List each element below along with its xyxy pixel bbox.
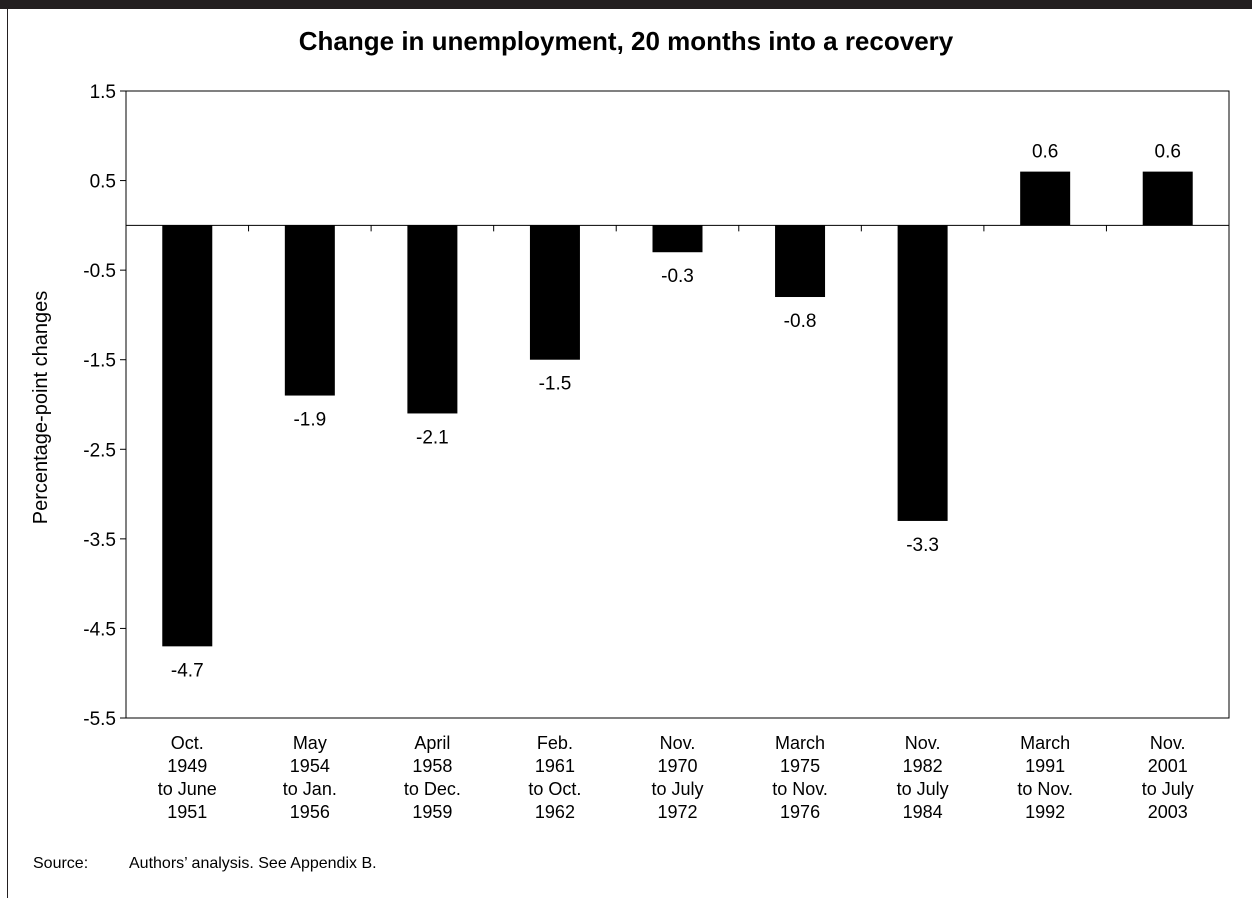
category-label-line: 1951 [167,802,207,822]
category-label-line: to Oct. [528,779,581,799]
category-label-line: Oct. [171,733,204,753]
category-label: March 1975 to Nov. 1976 [772,733,828,822]
bar [897,225,948,521]
category-label: March 1991 to Nov. 1992 [1017,733,1073,822]
y-tick-label: -1.5 [83,351,116,372]
data-label: -1.5 [539,374,572,395]
data-label: -0.3 [661,266,694,287]
category-label-line: Nov. [660,733,696,753]
category-label: Nov. 1982 to July 1984 [897,733,949,822]
data-label: 0.6 [1032,142,1058,163]
category-label-line: to July [651,779,703,799]
left-rule [7,9,8,898]
category-label-line: Nov. [1150,733,1186,753]
chart-title: Change in unemployment, 20 months into a… [298,26,954,56]
bar [652,225,703,253]
y-tick-label: -4.5 [83,619,116,640]
category-label-line: to July [1142,779,1194,799]
category-label-line: 1982 [903,756,943,776]
category-label-line: to Nov. [1017,779,1073,799]
y-tick-label: 1.5 [90,82,116,103]
source-note: Source: Authors’ analysis. See Appendix B… [33,855,377,873]
category-label-line: to July [897,779,949,799]
category-label: Nov. 1970 to July 1972 [651,733,703,822]
bars [162,171,1193,647]
y-tick-label: -5.5 [83,709,116,730]
top-rule [0,0,1252,9]
data-label: -0.8 [784,311,817,332]
category-label: Nov. 2001 to July 2003 [1142,733,1194,822]
category-label-line: 1970 [657,756,697,776]
category-label: Oct. 1949 to June 1951 [158,733,217,822]
category-label-line: 1958 [412,756,452,776]
category-label-line: 1954 [290,756,330,776]
y-tick-label: -3.5 [83,530,116,551]
category-label-line: 1992 [1025,802,1065,822]
category-label-line: Feb. [537,733,573,753]
category-label: May 1954 to Jan. 1956 [283,733,337,822]
category-label-line: April [414,733,450,753]
category-label-line: 1972 [657,802,697,822]
data-label: -2.1 [416,427,449,448]
category-label-line: 1962 [535,802,575,822]
category-label-line: 1956 [290,802,330,822]
category-label-line: 2001 [1148,756,1188,776]
data-labels: -4.7 -1.9 -2.1 -1.5 -0.3 -0.8 -3.3 0.6 0.6 [171,142,1181,682]
category-label-line: to Nov. [772,779,828,799]
data-label: 0.6 [1155,142,1181,163]
y-axis-label: Percentage-point changes [30,291,52,525]
category-label-line: 1949 [167,756,207,776]
category-label-line: 1959 [412,802,452,822]
data-label: -1.9 [293,410,326,431]
bar [284,225,335,396]
category-label-line: Nov. [905,733,941,753]
bar [529,225,580,360]
bar [1020,171,1071,226]
category-label-line: to June [158,779,217,799]
bar [775,225,826,298]
category-label-line: 1975 [780,756,820,776]
category-label-line: May [293,733,327,753]
category-label-line: March [1020,733,1070,753]
source-text: Authors’ analysis. See Appendix B. [129,855,377,872]
category-label-line: 1976 [780,802,820,822]
category-label-line: 1991 [1025,756,1065,776]
category-label-line: to Jan. [283,779,337,799]
bar [162,225,213,647]
category-label-line: 2003 [1148,802,1188,822]
plot-frame [125,90,1230,719]
category-label-line: 1961 [535,756,575,776]
category-label: April 1958 to Dec. 1959 [404,733,461,822]
y-tick-label: 0.5 [90,172,116,193]
x-axis-categories: Oct. 1949 to June 1951 May 1954 to Jan. 1956 Apr… [158,733,1194,822]
category-label-line: March [775,733,825,753]
y-axis: 1.5 0.5 -0.5 -1.5 -2.5 -3.5 -4.5 -5.5 [83,82,126,730]
bar [407,225,458,414]
category-label: Feb. 1961 to Oct. 1962 [528,733,581,822]
category-label-line: 1984 [903,802,943,822]
data-label: -3.3 [906,535,939,556]
bar [1142,171,1193,226]
category-label-line: to Dec. [404,779,461,799]
data-label: -4.7 [171,660,204,681]
y-tick-label: -0.5 [83,261,116,282]
y-tick-label: -2.5 [83,440,116,461]
source-label: Source: [33,855,89,872]
